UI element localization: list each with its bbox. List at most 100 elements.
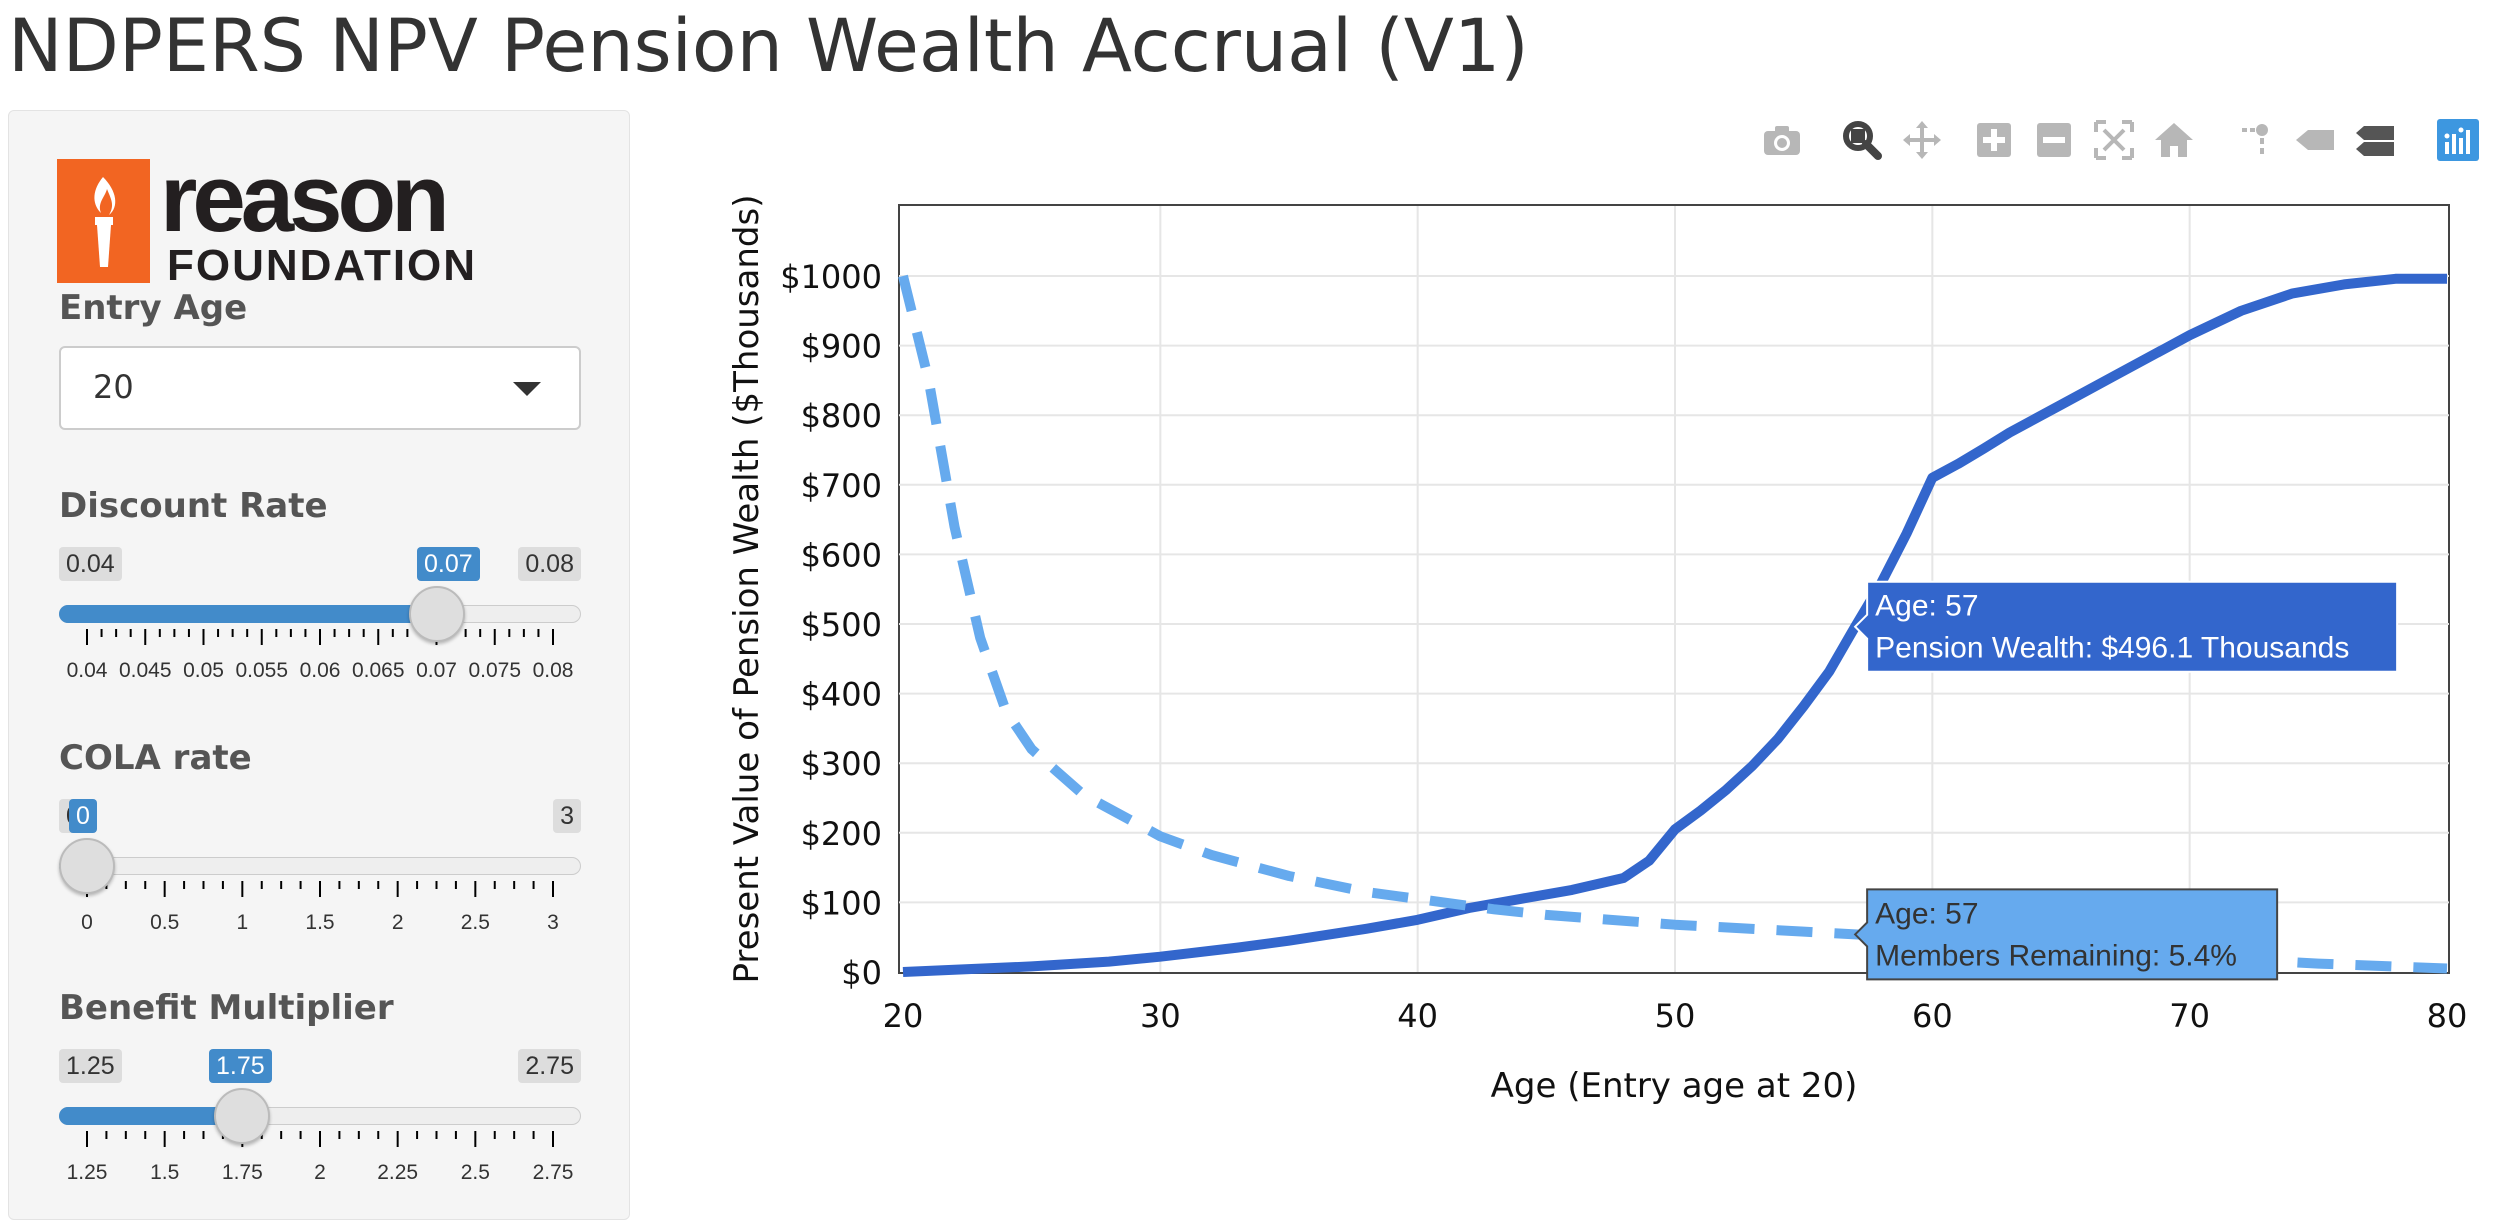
slider-tick-label: 2.75: [533, 1161, 574, 1184]
autoscale-icon[interactable]: [2092, 118, 2136, 162]
x-tick-label: 80: [2427, 997, 2468, 1035]
tooltip-line-2: Members Remaining: 5.4%: [1875, 939, 2237, 972]
zoom-in-icon[interactable]: [1972, 118, 2016, 162]
series-lines: [898, 273, 2448, 977]
x-axis-title: Age (Entry age at 20): [1491, 1066, 1858, 1106]
y-tick-label: $200: [801, 815, 882, 853]
y-tick-label: $0: [841, 954, 882, 992]
slider-tick-label: 0.075: [468, 659, 521, 682]
discount-rate-min: 0.04: [59, 547, 122, 581]
y-tick-label: $600: [801, 536, 882, 574]
zoom-out-icon[interactable]: [2032, 118, 2076, 162]
grid-lines: [899, 206, 2449, 972]
benefit-multiplier-handle[interactable]: [214, 1088, 271, 1144]
discount-rate-slider[interactable]: 0.04 0.08 0.07 0.04 0.045 0.05 0.055 0.06 0.0…: [59, 547, 589, 697]
x-tick-label: 60: [1912, 997, 1953, 1035]
entry-age-select[interactable]: 20: [59, 346, 581, 430]
slider-tick-label: 0.5: [150, 911, 179, 934]
logo-word-foundation: FOUNDATION: [167, 241, 477, 283]
plotly-logo-icon[interactable]: [2436, 118, 2480, 162]
cola-rate-max: 3: [553, 799, 581, 833]
slider-tick-label: 2.5: [461, 911, 490, 934]
tooltip-box: [1853, 888, 2279, 981]
benefit-multiplier-min: 1.25: [59, 1049, 122, 1083]
logo-word-reason: reason: [160, 159, 445, 252]
discount-rate-handle[interactable]: [408, 586, 465, 642]
cola-rate-label: COLA rate: [59, 738, 252, 778]
x-tick-label: 70: [2169, 997, 2210, 1035]
slider-tick-label: 1.25: [67, 1161, 108, 1184]
reason-foundation-logo: reason FOUNDATION: [57, 159, 477, 283]
home-icon[interactable]: [2152, 118, 2196, 162]
benefit-multiplier-max: 2.75: [518, 1049, 581, 1083]
y-tick-label: $800: [801, 397, 882, 435]
hover-closest-icon[interactable]: [2292, 118, 2336, 162]
hover-compare-icon[interactable]: [2352, 118, 2396, 162]
slider-tick-label: 0.06: [300, 659, 341, 682]
slider-tick-label: 0.055: [235, 659, 288, 682]
slider-tick-label: 1: [236, 911, 248, 934]
cola-rate-slider[interactable]: 0 3 0 0 0.5 1 1.5 2 2.5 3: [59, 799, 589, 949]
benefit-multiplier-slider[interactable]: 1.25 2.75 1.75 1.25 1.5 1.75 2 2.25 2.5 2.75: [59, 1049, 589, 1199]
tooltip-line-1: Age: 57: [1875, 590, 1978, 623]
tooltip-box: [1853, 580, 2399, 673]
discount-rate-fill: [59, 605, 437, 623]
chevron-down-icon: [513, 382, 541, 396]
y-tick-label: $700: [801, 467, 882, 505]
slider-tick-label: 2.25: [377, 1161, 418, 1184]
cola-rate-current-value: 0: [69, 799, 97, 833]
pan-icon[interactable]: [1900, 118, 1944, 162]
y-tick-label: $100: [801, 884, 882, 922]
members-remaining-tooltip: Age: 57 Members Remaining: 5.4%: [1853, 888, 2279, 981]
slider-tick-label: 0.045: [119, 659, 172, 682]
slider-tick-label: 2: [314, 1161, 326, 1184]
discount-rate-label: Discount Rate: [59, 486, 328, 526]
slider-tick-label: 0.04: [67, 659, 108, 682]
cola-rate-handle[interactable]: [59, 838, 115, 894]
y-axis-title: Present Value of Pension Wealth ($Thousa…: [727, 195, 767, 984]
spike-lines-icon[interactable]: [2236, 118, 2280, 162]
members-remaining-line[interactable]: [898, 274, 2448, 974]
slider-tick-label: 1.5: [150, 1161, 179, 1184]
x-tick-label: 30: [1140, 997, 1181, 1035]
benefit-multiplier-current-value: 1.75: [209, 1049, 272, 1083]
tooltip-line-1: Age: 57: [1875, 897, 1978, 930]
discount-rate-ticks: 0.04 0.045 0.05 0.055 0.06 0.065 0.07 0.075 0.08: [67, 629, 574, 682]
camera-icon[interactable]: [1760, 118, 1804, 162]
tooltip-line-2: Pension Wealth: $496.1 Thousands: [1875, 632, 2349, 665]
discount-rate-max: 0.08: [518, 547, 581, 581]
y-tick-label: $900: [801, 328, 882, 366]
slider-tick-label: 0: [81, 911, 93, 934]
torch-icon: [94, 177, 116, 267]
x-tick-label: 50: [1655, 997, 1696, 1035]
y-tick-label: $1000: [780, 258, 882, 296]
slider-tick-label: 0.08: [533, 659, 574, 682]
slider-tick-label: 3: [547, 911, 559, 934]
plot-modebar: [1760, 118, 2480, 166]
discount-rate-current-value: 0.07: [417, 547, 480, 581]
x-tick-label: 20: [883, 997, 924, 1035]
y-tick-label: $500: [801, 606, 882, 644]
x-axis-ticks: 20 30 40 50 60 70 80: [883, 997, 2468, 1035]
slider-tick-label: 1.75: [222, 1161, 263, 1184]
sidebar-panel: reason FOUNDATION Entry Age 20 Discount …: [8, 110, 630, 1220]
y-tick-label: $400: [801, 676, 882, 714]
entry-age-value: 20: [93, 368, 134, 406]
pension-wealth-tooltip: Age: 57 Pension Wealth: $496.1 Thousands: [1853, 580, 2399, 673]
y-axis-ticks: $0 $100 $200 $300 $400 $500 $600 $700 $800 $900 $1…: [780, 258, 882, 992]
benefit-multiplier-label: Benefit Multiplier: [59, 988, 394, 1028]
slider-tick-label: 2: [392, 911, 404, 934]
slider-tick-label: 0.07: [416, 659, 457, 682]
zoom-icon[interactable]: [1840, 118, 1884, 162]
benefit-multiplier-fill: [59, 1107, 243, 1125]
entry-age-label: Entry Age: [59, 288, 248, 328]
pension-wealth-line[interactable]: [902, 273, 2447, 977]
y-tick-label: $300: [801, 745, 882, 783]
benefit-multiplier-ticks: 1.25 1.5 1.75 2 2.25 2.5 2.75: [67, 1131, 574, 1184]
x-tick-label: 40: [1397, 997, 1438, 1035]
slider-tick-label: 2.5: [461, 1161, 490, 1184]
slider-tick-label: 1.5: [305, 911, 334, 934]
plot-area: [898, 204, 2450, 974]
cola-rate-ticks: 0 0.5 1 1.5 2 2.5 3: [81, 881, 559, 934]
